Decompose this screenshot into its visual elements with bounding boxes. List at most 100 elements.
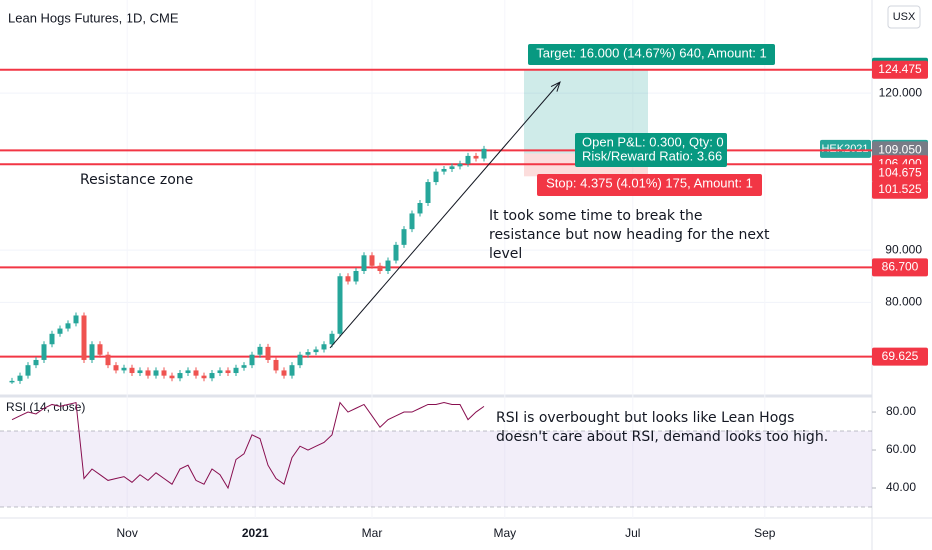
candle-body: [33, 359, 39, 366]
annotation: resistance but now heading for the next: [489, 227, 770, 243]
candle-body: [249, 354, 255, 366]
price-badge-label: 109.050: [878, 143, 922, 157]
candle-body: [393, 244, 399, 261]
candle-body: [81, 315, 87, 360]
price-badge: [872, 347, 928, 366]
zone-annotation: Resistance zone: [80, 172, 193, 188]
rsi-band: [0, 431, 872, 507]
candle-body: [225, 370, 231, 374]
stop-label: [537, 174, 762, 196]
candle-body: [401, 229, 407, 245]
currency-button-label[interactable]: USX: [893, 11, 916, 23]
candle-body: [169, 375, 175, 379]
annotation: It took some time to break the: [489, 208, 702, 224]
candle-body: [105, 354, 111, 366]
trend-arrow: [329, 81, 561, 349]
candle-body: [305, 352, 311, 355]
candle-body: [73, 315, 79, 324]
price-badge-label: 101.525: [878, 182, 922, 196]
candle-body: [457, 163, 463, 167]
candle-body: [41, 344, 47, 360]
candle-body: [265, 346, 271, 360]
candle-body: [473, 155, 479, 159]
price-badge: [872, 60, 928, 79]
candle-body: [385, 260, 391, 272]
x-tick-label: Nov: [117, 526, 138, 540]
x-tick-label: Jul: [625, 526, 640, 540]
annotation: level: [489, 246, 522, 262]
candle-body: [329, 333, 335, 345]
candle-body: [217, 370, 223, 374]
pnl-box-label: Risk/Reward Ratio: 3.66: [582, 148, 722, 163]
x-tick-label: 2021: [242, 526, 269, 540]
rsi-line: [11, 401, 485, 490]
price-badge-label: 86.700: [882, 260, 919, 274]
y-tick-label: 80.000: [885, 295, 922, 309]
x-tick-label: Mar: [362, 526, 383, 540]
candle-body: [297, 354, 303, 366]
candle-body: [281, 370, 287, 376]
symbol-tag: [820, 139, 871, 158]
candle-body: [161, 370, 167, 376]
candle-body: [25, 365, 31, 376]
rsi-annotation: RSI is overbought but looks like Lean Ho…: [496, 410, 794, 426]
candle-body: [273, 359, 279, 371]
candle-body: [369, 255, 375, 266]
stop-label-label: Stop: 4.375 (4.01%) 175, Amount: 1: [546, 175, 753, 190]
candle-body: [465, 155, 471, 164]
candle-body: [337, 276, 343, 334]
candle-body: [49, 333, 55, 345]
candle-body: [97, 344, 103, 355]
candle-body: [177, 373, 183, 379]
candle-body: [441, 168, 447, 172]
candle-body: [137, 370, 143, 374]
candle-body: [361, 255, 367, 272]
y-tick-label: 90.000: [885, 242, 922, 256]
candle-body: [417, 202, 423, 214]
candle-body: [321, 344, 327, 350]
candle-body: [89, 344, 95, 360]
price-badge: [872, 258, 928, 277]
candle-body: [257, 346, 263, 355]
candle-body: [185, 370, 191, 374]
candle-body: [17, 375, 23, 381]
chart-title: Lean Hogs Futures, 1D, CME: [8, 10, 179, 25]
candle-body: [145, 370, 151, 376]
candle-body: [113, 365, 119, 371]
target-label-label: Target: 16.000 (14.67%) 640, Amount: 1: [536, 45, 767, 60]
candle-body: [153, 370, 159, 376]
price-badge-label: 104.675: [878, 165, 922, 179]
rsi-annotation: doesn't care about RSI, demand looks too…: [496, 429, 828, 445]
candle-body: [409, 213, 415, 230]
candle-body: [449, 166, 455, 169]
arrow-head: [550, 81, 561, 92]
candle-body: [233, 367, 239, 374]
candle-body: [129, 367, 135, 374]
y-tick-label: 120.000: [879, 85, 923, 99]
currency-button[interactable]: [887, 5, 921, 29]
candle-body: [9, 380, 15, 383]
price-badge: [872, 180, 928, 199]
candle-body: [241, 365, 247, 368]
candle-body: [377, 265, 383, 272]
candle-body: [209, 373, 215, 379]
candle-body: [353, 271, 359, 282]
candle-body: [481, 148, 487, 159]
symbol-tag-label: HEK2021: [821, 143, 868, 155]
x-tick-label: Sep: [754, 526, 776, 540]
candle-body: [57, 328, 63, 334]
candle-body: [289, 365, 295, 376]
candle-body: [433, 171, 439, 183]
candle-body: [193, 370, 199, 376]
candle-body: [345, 276, 351, 282]
rsi-tick-label: 60.00: [886, 442, 916, 456]
price-badge: [872, 141, 928, 160]
pnl-box: [575, 133, 727, 167]
rsi-tick-label: 80.00: [886, 404, 916, 418]
target-label: [528, 44, 775, 65]
x-tick-label: May: [493, 526, 516, 540]
candle-body: [313, 349, 319, 353]
candle-body: [121, 367, 127, 371]
